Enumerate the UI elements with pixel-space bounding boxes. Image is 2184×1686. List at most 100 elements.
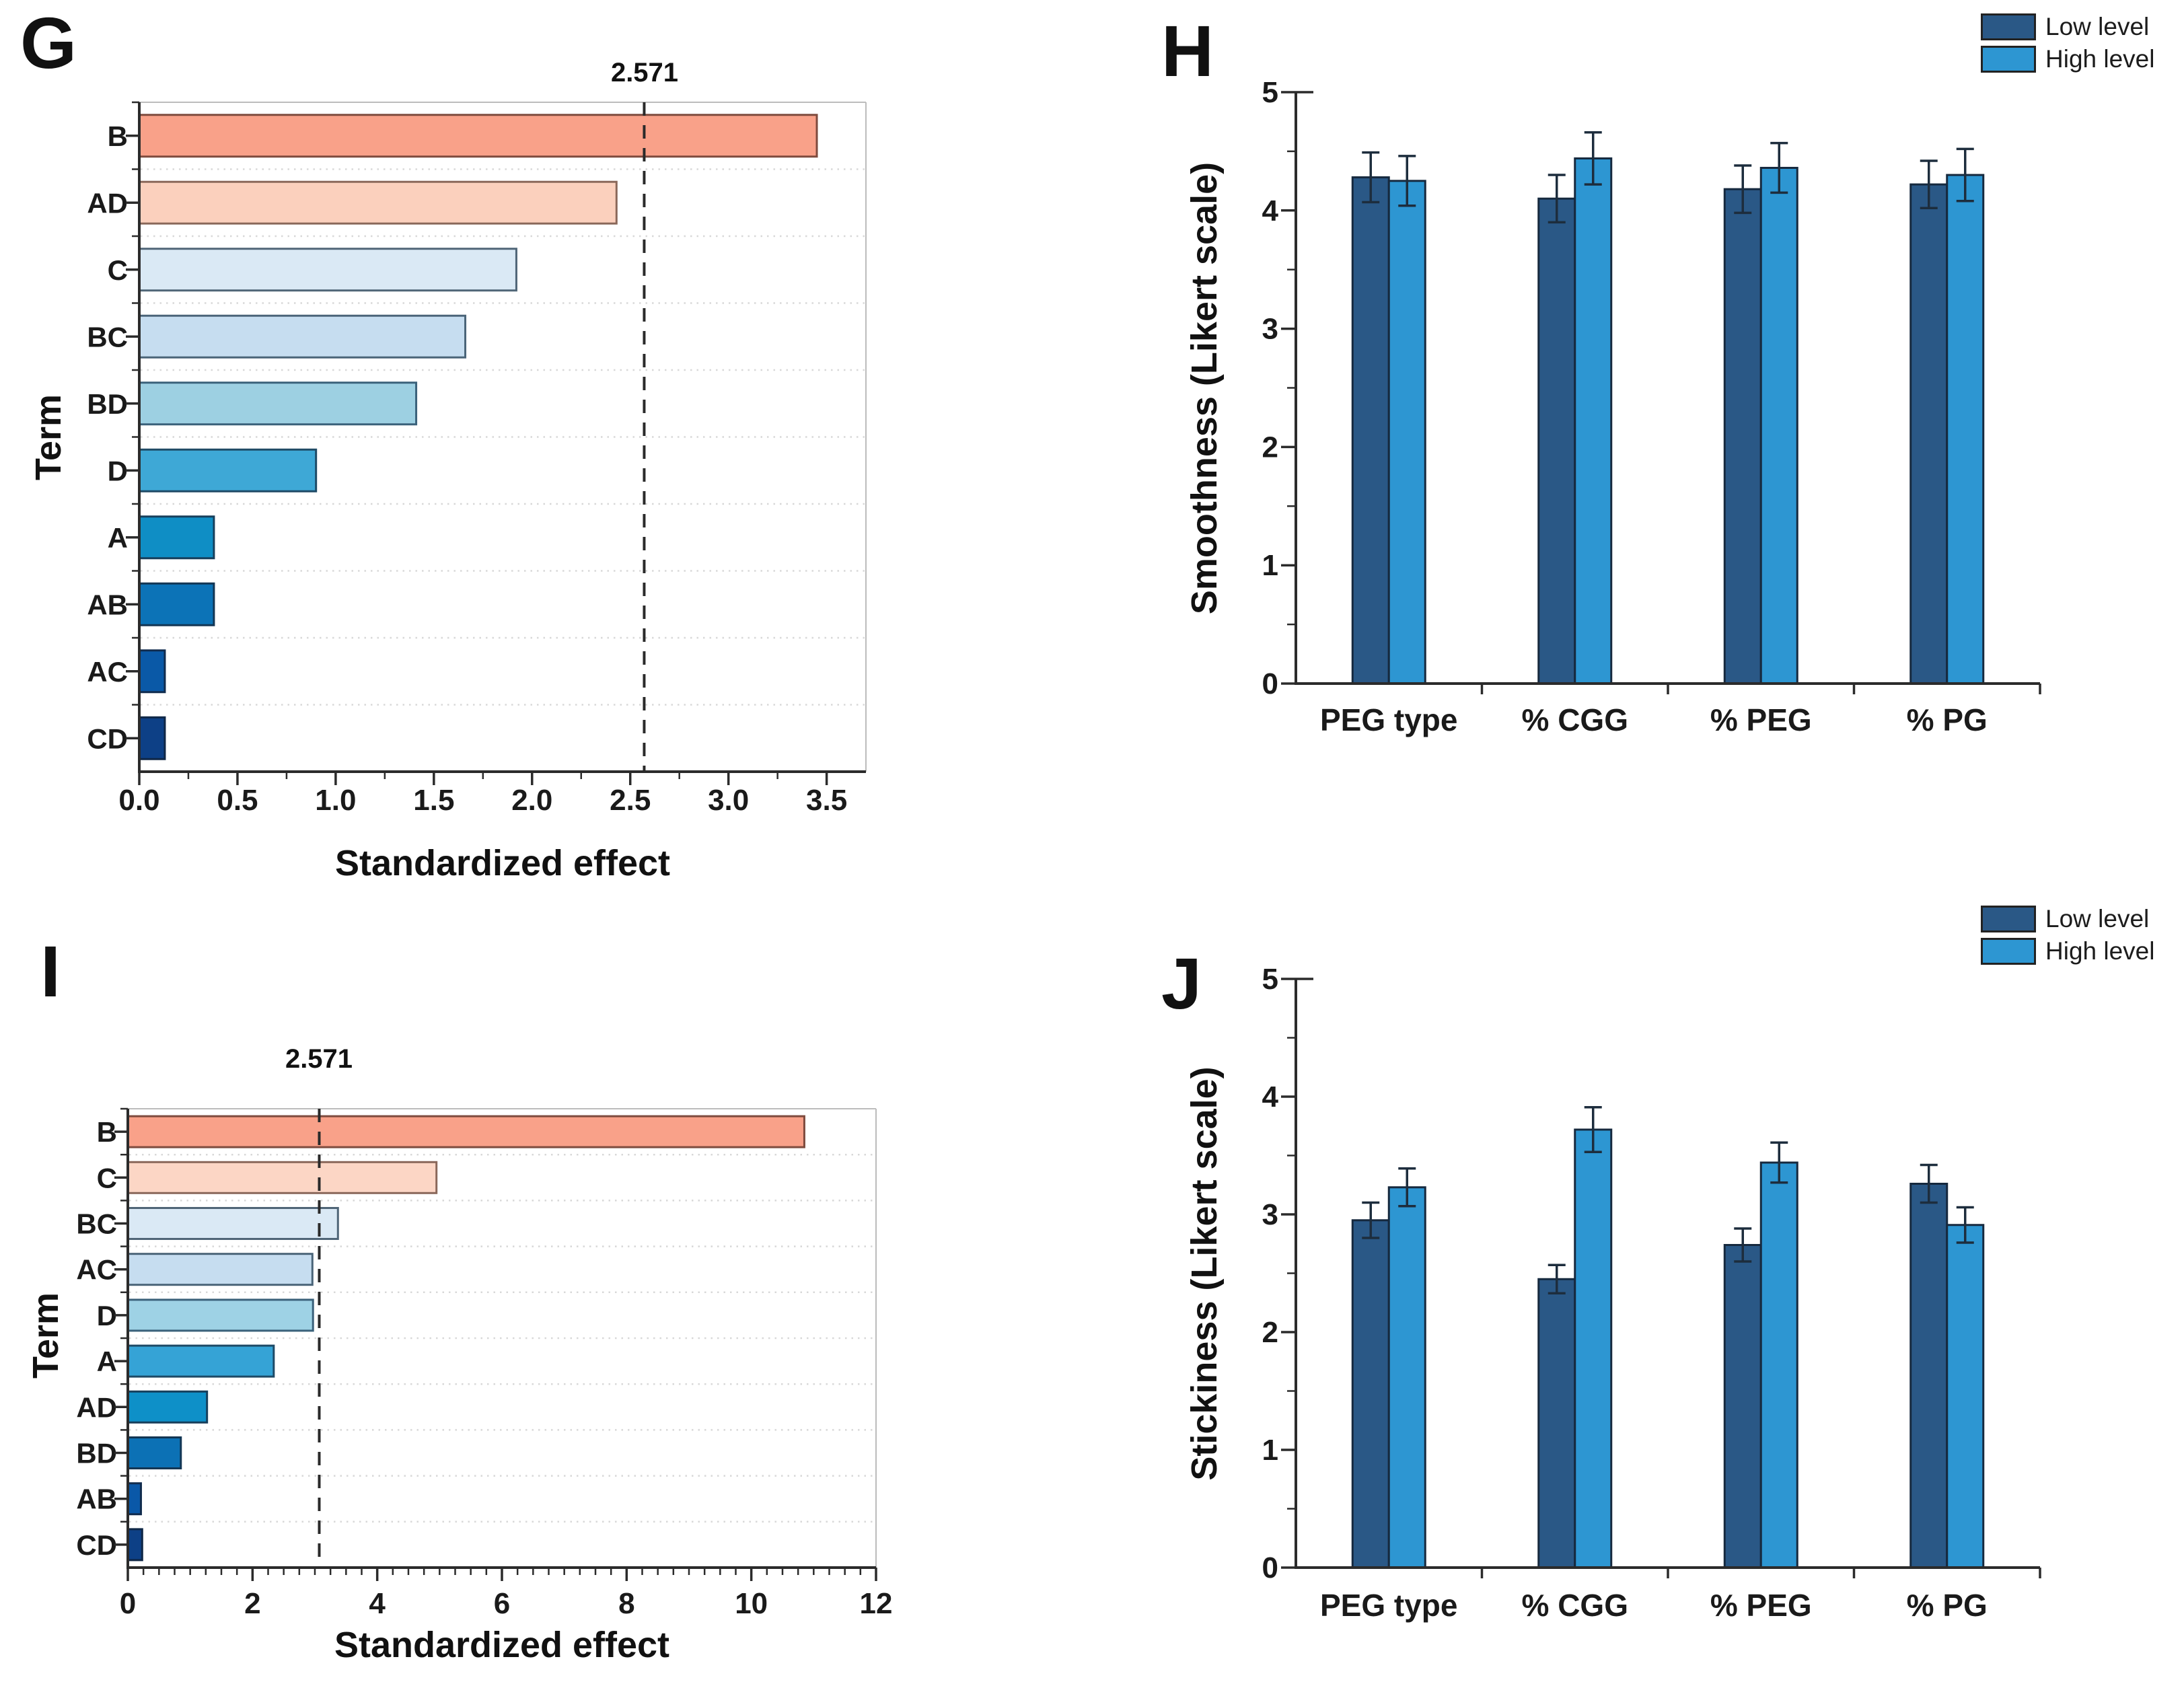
svg-text:C: C: [97, 1162, 117, 1194]
svg-text:8: 8: [618, 1587, 634, 1620]
svg-text:PEG type: PEG type: [1320, 702, 1458, 737]
bar-D: [126, 1298, 314, 1332]
bar-AC: [126, 1253, 314, 1286]
svg-text:B: B: [97, 1116, 117, 1148]
bar-j-% PG-low: [1909, 1183, 1949, 1569]
bar-h-% PG-low: [1909, 183, 1949, 685]
bar-j-% PEG-low: [1723, 1244, 1762, 1569]
svg-text:AC: AC: [76, 1254, 117, 1286]
bar-B: [126, 1115, 805, 1148]
svg-text:0.0: 0.0: [118, 784, 159, 817]
bar-BC: [138, 314, 467, 359]
bar-h-% CGG-high: [1574, 157, 1613, 685]
svg-text:% CGG: % CGG: [1522, 1588, 1628, 1623]
svg-text:6: 6: [494, 1587, 510, 1620]
legend-item-low: Low level: [1981, 906, 2154, 932]
panel-i: BC BC AC DA AD BD AB CD0 2 4 6 8 10 12: [76, 1107, 893, 1620]
bar-AB: [126, 1482, 142, 1516]
svg-text:A: A: [108, 522, 128, 554]
panel-h-letter: H: [1161, 10, 1214, 91]
bar-AD: [138, 180, 618, 225]
low-level-swatch: [1981, 13, 2036, 40]
bar-BC: [126, 1207, 339, 1240]
panel-j: 0 1 2 3 4 5 PEG type % CGG % PEG % PG: [1262, 963, 2041, 1623]
svg-text:3: 3: [1262, 1198, 1278, 1231]
svg-text:% PEG: % PEG: [1710, 1588, 1812, 1623]
panel-j-legend: Low level High level: [1981, 906, 2154, 965]
panel-i-refline-label: 2.571: [285, 1044, 353, 1074]
panel-g-yaxis-title: Term: [28, 394, 69, 481]
bar-j-% CGG-high: [1574, 1128, 1613, 1569]
bar-A: [138, 515, 215, 560]
bar-j-PEG type-high: [1387, 1186, 1426, 1569]
bar-h-PEG type-high: [1387, 180, 1426, 685]
bar-h-% PEG-high: [1759, 167, 1798, 685]
legend-item-high: High level: [1981, 938, 2154, 965]
svg-text:12: 12: [860, 1587, 893, 1620]
svg-text:4: 4: [1262, 194, 1279, 227]
high-level-swatch: [1981, 46, 2036, 73]
svg-text:1: 1: [1262, 1434, 1278, 1467]
panel-i-letter: I: [40, 930, 61, 1012]
panel-g-refline-label: 2.571: [610, 58, 679, 87]
svg-text:5: 5: [1262, 76, 1278, 109]
svg-text:% PG: % PG: [1907, 702, 1988, 737]
bar-j-PEG type-low: [1351, 1219, 1390, 1569]
bar-B: [138, 114, 818, 158]
svg-text:D: D: [108, 455, 128, 486]
svg-text:1.0: 1.0: [315, 784, 356, 817]
svg-text:AB: AB: [87, 589, 128, 620]
legend-label-high: High level: [2045, 45, 2155, 73]
svg-text:BD: BD: [76, 1438, 117, 1469]
bar-C: [138, 248, 517, 292]
bar-h-PEG type-low: [1351, 176, 1390, 685]
legend-label-low: Low level: [2045, 905, 2150, 932]
svg-text:CD: CD: [87, 723, 128, 754]
svg-text:0: 0: [1262, 1551, 1278, 1584]
bar-AB: [138, 582, 215, 626]
bar-j-% CGG-low: [1537, 1278, 1576, 1569]
svg-text:BC: BC: [87, 321, 128, 353]
svg-text:2: 2: [244, 1587, 260, 1620]
bar-D: [138, 448, 318, 492]
svg-text:BC: BC: [76, 1208, 117, 1240]
panel-i-xaxis-title: Standardized effect: [334, 1625, 670, 1665]
svg-text:CD: CD: [76, 1529, 117, 1561]
panel-g-xaxis-title: Standardized effect: [334, 843, 671, 883]
svg-text:D: D: [97, 1300, 117, 1331]
bar-h-% CGG-low: [1537, 197, 1576, 685]
svg-text:4: 4: [369, 1587, 386, 1620]
svg-text:PEG type: PEG type: [1320, 1588, 1458, 1623]
panel-g: B AD C BC BD D A AB AC CD 0.0 0.5 1.0 1.5 2.0 2.5 3.0 3.5: [87, 101, 867, 817]
panel-j-letter: J: [1161, 943, 1202, 1024]
svg-text:3.5: 3.5: [806, 784, 847, 817]
svg-text:% PEG: % PEG: [1710, 702, 1812, 737]
svg-text:2: 2: [1262, 1316, 1278, 1349]
bar-A: [126, 1344, 275, 1378]
svg-text:BD: BD: [87, 388, 128, 420]
bar-h-% PG-high: [1946, 174, 1985, 685]
svg-text:0: 0: [120, 1587, 136, 1620]
svg-text:3: 3: [1262, 313, 1278, 346]
bar-j-% PG-high: [1946, 1224, 1985, 1569]
legend-label-low: Low level: [2045, 13, 2150, 40]
svg-text:0: 0: [1262, 667, 1278, 700]
panel-h-legend: Low level High level: [1981, 13, 2154, 73]
bar-CD: [138, 716, 166, 760]
svg-text:AD: AD: [76, 1391, 117, 1423]
bar-AD: [126, 1390, 209, 1424]
panel-h-yaxis-title: Smoothness (Likert scale): [1184, 161, 1225, 615]
high-level-swatch: [1981, 938, 2036, 965]
svg-text:2.5: 2.5: [610, 784, 651, 817]
svg-text:2.0: 2.0: [511, 784, 552, 817]
bar-AC: [138, 649, 166, 694]
svg-text:C: C: [108, 254, 128, 286]
bar-C: [126, 1161, 438, 1194]
svg-text:AD: AD: [87, 187, 128, 219]
bar-CD: [126, 1528, 143, 1562]
svg-text:1.5: 1.5: [413, 784, 454, 817]
legend-label-high: High level: [2045, 937, 2155, 965]
panel-g-letter: G: [20, 2, 77, 83]
panel-h: 0 1 2 3 4 5 PEG type % CGG % PEG % PG: [1262, 76, 2041, 737]
svg-text:4: 4: [1262, 1080, 1279, 1113]
